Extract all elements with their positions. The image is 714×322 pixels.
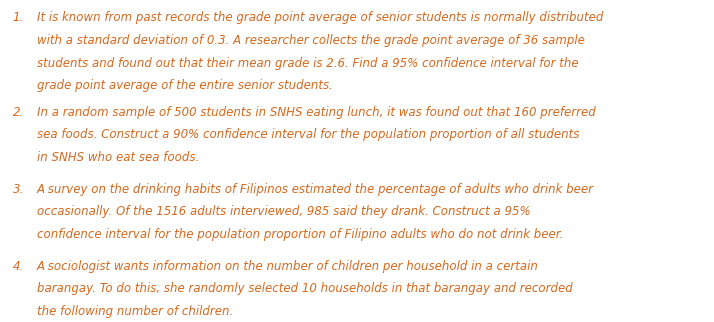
Text: 1.: 1. bbox=[13, 11, 24, 24]
Text: A survey on the drinking habits of Filipinos estimated the percentage of adults : A survey on the drinking habits of Filip… bbox=[36, 183, 593, 196]
Text: A sociologist wants information on the number of children per household in a cer: A sociologist wants information on the n… bbox=[36, 260, 538, 273]
Text: grade point average of the entire senior students.: grade point average of the entire senior… bbox=[36, 79, 333, 92]
Text: It is known from past records the grade point average of senior students is norm: It is known from past records the grade … bbox=[36, 11, 603, 24]
Text: sea foods. Construct a 90% confidence interval for the population proportion of : sea foods. Construct a 90% confidence in… bbox=[36, 128, 579, 141]
Text: students and found out that their mean grade is 2.6. Find a 95% confidence inter: students and found out that their mean g… bbox=[36, 57, 578, 70]
Text: barangay. To do this, she randomly selected 10 households in that barangay and r: barangay. To do this, she randomly selec… bbox=[36, 282, 573, 296]
Text: 2.: 2. bbox=[13, 106, 24, 119]
Text: 4.: 4. bbox=[13, 260, 24, 273]
Text: confidence interval for the population proportion of Filipino adults who do not : confidence interval for the population p… bbox=[36, 228, 563, 241]
Text: with a standard deviation of 0.3. A researcher collects the grade point average : with a standard deviation of 0.3. A rese… bbox=[36, 34, 584, 47]
Text: occasionally. Of the 1516 adults interviewed, 985 said they drank. Construct a 9: occasionally. Of the 1516 adults intervi… bbox=[36, 205, 531, 219]
Text: in SNHS who eat sea foods.: in SNHS who eat sea foods. bbox=[36, 151, 198, 164]
Text: In a random sample of 500 students in SNHS eating lunch, it was found out that 1: In a random sample of 500 students in SN… bbox=[36, 106, 595, 119]
Text: 3.: 3. bbox=[13, 183, 24, 196]
Text: the following number of children.: the following number of children. bbox=[36, 305, 233, 318]
